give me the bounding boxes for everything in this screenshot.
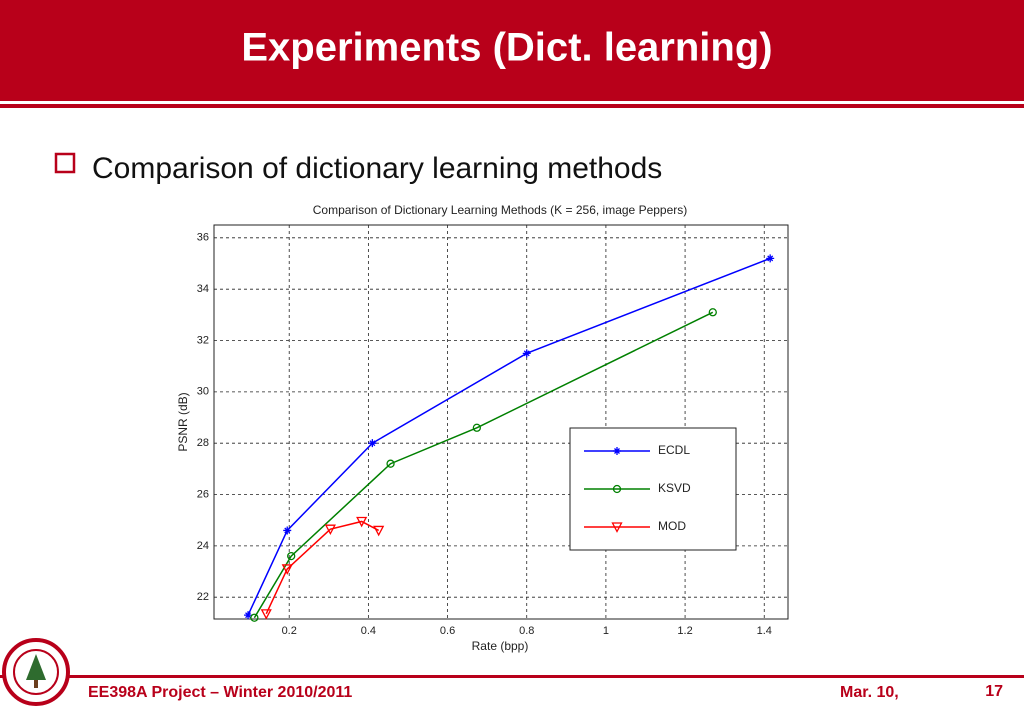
legend-label: KSVD xyxy=(658,481,691,495)
legend-label: MOD xyxy=(658,519,686,533)
slide-title: Experiments (Dict. learning) xyxy=(241,26,772,70)
y-axis-label: PSNR (dB) xyxy=(176,392,190,451)
marker xyxy=(386,459,395,468)
x-tick-label: 1.4 xyxy=(757,625,772,637)
marker xyxy=(287,551,296,561)
footer-left: EE398A Project – Winter 2010/2011 xyxy=(88,684,352,701)
x-tick-label: 0.4 xyxy=(361,625,376,637)
x-axis-label: Rate (bpp) xyxy=(472,639,529,653)
chart-title: Comparison of Dictionary Learning Method… xyxy=(313,203,688,217)
page-number: 17 xyxy=(985,683,1003,700)
x-tick-label: 1.2 xyxy=(677,625,692,637)
marker xyxy=(260,609,272,620)
marker xyxy=(472,423,482,432)
marker xyxy=(283,526,292,535)
y-tick-label: 28 xyxy=(197,437,209,449)
marker xyxy=(611,522,623,533)
x-tick-label: 0.2 xyxy=(282,625,297,637)
footer-rule xyxy=(0,675,1024,678)
y-tick-label: 30 xyxy=(197,386,209,398)
marker xyxy=(613,447,621,455)
marker xyxy=(368,439,377,448)
bullet-icon xyxy=(54,152,76,174)
legend-label: ECDL xyxy=(658,443,690,457)
y-tick-label: 24 xyxy=(197,540,209,552)
marker xyxy=(373,525,385,537)
marker xyxy=(250,613,259,622)
series-line xyxy=(265,520,380,615)
x-tick-label: 1 xyxy=(603,625,609,637)
bullet-text: Comparison of dictionary learning method… xyxy=(92,152,662,185)
marker xyxy=(324,524,336,536)
x-tick-label: 0.6 xyxy=(440,625,455,637)
header-bar xyxy=(0,0,1024,101)
y-tick-label: 34 xyxy=(197,283,209,295)
y-tick-label: 22 xyxy=(197,591,209,603)
header-rule xyxy=(0,104,1024,108)
marker xyxy=(766,254,775,263)
marker xyxy=(244,611,253,620)
logo xyxy=(2,638,70,706)
marker xyxy=(281,564,293,575)
plot-frame xyxy=(213,224,789,620)
marker xyxy=(708,308,717,317)
marker xyxy=(522,349,531,358)
marker xyxy=(612,484,622,494)
y-tick-label: 36 xyxy=(197,232,209,244)
series-line xyxy=(253,311,714,619)
marker xyxy=(356,516,368,528)
footer-date: Mar. 10, xyxy=(840,684,899,701)
y-tick-label: 32 xyxy=(197,334,209,346)
x-tick-label: 0.8 xyxy=(519,625,534,637)
y-tick-label: 26 xyxy=(197,488,209,500)
